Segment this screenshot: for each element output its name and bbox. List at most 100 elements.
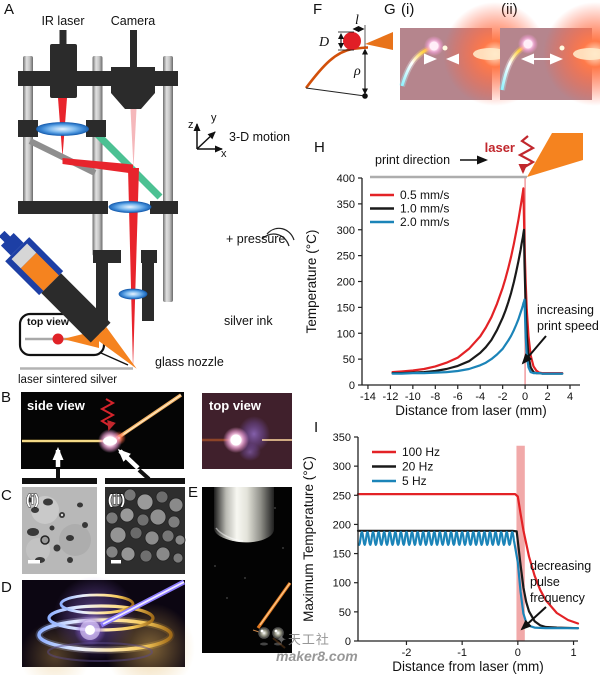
x-tick-label: 1 — [570, 647, 576, 659]
dim-rho-label: ρ — [353, 64, 361, 79]
micrograph-i-label: (i) — [26, 491, 39, 507]
x-axis-label: Distance from laser (mm) — [392, 659, 544, 674]
curvature-center-dot — [362, 93, 368, 99]
lens-clamp — [86, 120, 106, 137]
x-tick-label: -4 — [475, 391, 485, 403]
panel-f-diagram: F l D ρ — [304, 1, 393, 99]
top-view-label: top view — [209, 398, 262, 413]
panel-h-label: H — [314, 139, 325, 156]
nozzle-icon — [527, 133, 583, 177]
micrograph-ii: (ii) — [105, 487, 186, 574]
panel-g-label: G — [384, 1, 396, 18]
annotation-increasing: increasing — [537, 303, 594, 317]
lens-icon — [36, 122, 89, 136]
y-tick-label: 300 — [337, 225, 355, 237]
glass-nozzle-icon — [94, 326, 137, 369]
panel-a-schematic: A IR laser Camera — [0, 1, 295, 386]
legend-label: 5 Hz — [402, 474, 427, 488]
y-tick-label: 250 — [337, 251, 355, 263]
annotation-print-speed: print speed — [537, 319, 599, 333]
dim-l-label: l — [355, 13, 359, 28]
photo-d — [20, 576, 195, 675]
watermark-text: 天工社 — [287, 632, 330, 647]
coil-ring — [37, 618, 173, 652]
laser-spot-icon — [343, 32, 361, 50]
panel-c: C (i) — [1, 478, 186, 574]
lens-clamp — [18, 120, 38, 137]
ir-laser-label: IR laser — [41, 14, 84, 28]
radius-line — [305, 87, 366, 97]
ir-laser-icon — [50, 30, 77, 98]
x-tick-label: -10 — [405, 391, 421, 403]
x-tick-label: -2 — [498, 391, 508, 403]
panel-b-label: B — [1, 389, 11, 406]
ink-syringe-icon — [0, 230, 137, 369]
x-tick-label: -2 — [402, 647, 412, 659]
annotation-frequency: frequency — [530, 591, 586, 605]
annotation-pulse: pulse — [530, 575, 560, 589]
series-line-20-hz — [356, 529, 580, 630]
panel-d-label: D — [1, 579, 12, 596]
motion-label: 3-D motion — [229, 130, 290, 144]
x-axis-label: Distance from laser (mm) — [395, 403, 547, 418]
legend-label: 0.5 mm/s — [400, 188, 449, 202]
photo-top-view: top view — [202, 393, 292, 469]
callout-bar — [22, 478, 97, 484]
y-tick-label: 350 — [333, 432, 351, 444]
panel-c-label: C — [1, 487, 12, 504]
laser-label: laser — [485, 140, 515, 155]
x-tick-label: 0 — [515, 647, 521, 659]
laser-zigzag-icon — [99, 398, 116, 431]
x-tick-label: 0 — [522, 391, 528, 403]
chart-h-plot: 0 50 100 150 200 250 300 350 400 -14 -12 -10 -8 -6 -4 -… — [304, 173, 580, 418]
micrograph-i: (i) — [22, 487, 97, 574]
y-tick-label: 400 — [337, 173, 355, 185]
y-tick-label: 50 — [343, 354, 355, 366]
objective-housing — [93, 250, 157, 321]
axis-x-label: x — [221, 148, 227, 160]
watermark-icon: ✦ — [276, 632, 288, 647]
axis-y-label: y — [211, 112, 217, 124]
panel-i-label: I — [314, 419, 318, 436]
pressure-tube-icon — [261, 233, 290, 247]
callout-bar — [105, 478, 185, 484]
x-tick-label: -12 — [382, 391, 398, 403]
glass-nozzle-label: glass nozzle — [155, 355, 224, 369]
x-tick-label: -6 — [453, 391, 463, 403]
scale-bar — [28, 560, 40, 564]
y-axis-label: Maximum Temperature (°C) — [301, 456, 316, 622]
y-tick-label: 50 — [339, 607, 351, 619]
pressure-tube-icon — [266, 227, 295, 241]
nozzle-icon — [365, 32, 393, 50]
axis-z-label: z — [188, 119, 194, 131]
lens-icon — [118, 288, 148, 300]
x-tick-label: -14 — [360, 391, 376, 403]
y-tick-label: 250 — [333, 490, 351, 502]
annotation-arrow — [521, 335, 547, 365]
panel-i-chart: 0 50 100 150 200 250 300 350 -2 -1 0 1 Distance from… — [301, 419, 591, 674]
watermark: ✦天工社 maker8.com — [276, 632, 358, 664]
photo-side-view: side view — [21, 392, 184, 470]
panel-g-i-label: (i) — [401, 1, 414, 18]
bead-icon — [258, 627, 270, 639]
y-tick-label: 100 — [333, 578, 351, 590]
callout-connector — [137, 468, 151, 481]
panel-d: D — [1, 576, 195, 675]
laser-zigzag-icon — [517, 135, 536, 174]
lens-icon — [108, 201, 152, 213]
series-line-1-0-mm-s — [391, 228, 564, 375]
x-tick-label: 4 — [567, 391, 573, 403]
coil-ring — [59, 593, 135, 615]
camera-icon — [111, 30, 155, 109]
motion-axes-icon — [193, 123, 223, 153]
panel-g: G (i) (ii) — [384, 1, 600, 106]
series-line-2-0-mm-s — [391, 298, 564, 375]
x-tick-label: 2 — [544, 391, 550, 403]
y-tick-label: 350 — [337, 199, 355, 211]
panel-e-label: E — [188, 484, 198, 501]
callout-arrow-ii — [117, 448, 140, 470]
y-tick-label: 200 — [337, 277, 355, 289]
laser-spot-icon — [85, 625, 95, 635]
annotation-arrow — [520, 606, 547, 631]
